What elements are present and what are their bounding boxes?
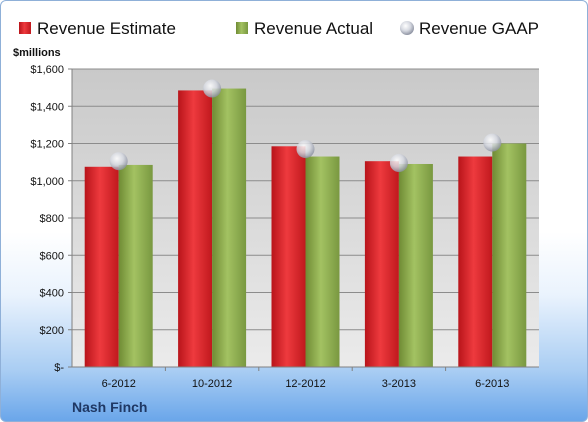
x-axis-ticks: 6-2012 10-2012 12-2012 3-2013 6-2013 bbox=[102, 367, 509, 390]
legend-swatch-gaap bbox=[400, 21, 414, 35]
legend-label-estimate: Revenue Estimate bbox=[37, 19, 176, 38]
bars bbox=[84, 88, 527, 368]
y-tick-label: $- bbox=[54, 362, 64, 374]
x-tick-label: 6-2013 bbox=[475, 378, 509, 390]
y-tick-label: $400 bbox=[40, 288, 64, 300]
company-name: Nash Finch bbox=[72, 399, 147, 415]
bar-revenue-actual bbox=[398, 163, 433, 367]
bar-revenue-estimate bbox=[364, 161, 399, 367]
y-axis-ticks: $- $200 $400 $600 $800 $1,000 $1,200 $1,400 $1,6… bbox=[30, 64, 72, 374]
x-tick-label: 3-2013 bbox=[382, 378, 416, 390]
y-axis-unit-label: $millions bbox=[13, 47, 61, 59]
bar-revenue-estimate bbox=[271, 146, 306, 367]
marker-revenue-gaap bbox=[296, 140, 315, 159]
x-tick-label: 6-2012 bbox=[102, 378, 136, 390]
bar-revenue-estimate bbox=[84, 166, 119, 367]
marker-revenue-gaap bbox=[389, 154, 408, 173]
legend-swatch-estimate bbox=[19, 22, 31, 34]
y-tick-label: $1,400 bbox=[30, 101, 64, 113]
legend-label-gaap: Revenue GAAP bbox=[419, 19, 539, 38]
bar-revenue-actual bbox=[118, 164, 153, 367]
marker-revenue-gaap bbox=[483, 133, 502, 152]
y-tick-label: $200 bbox=[40, 325, 64, 337]
legend-label-actual: Revenue Actual bbox=[254, 19, 373, 38]
gaap-markers bbox=[109, 79, 502, 173]
bar-revenue-actual bbox=[492, 143, 527, 367]
y-tick-label: $800 bbox=[40, 213, 64, 225]
y-tick-label: $1,000 bbox=[30, 176, 64, 188]
y-tick-label: $600 bbox=[40, 250, 64, 262]
legend-swatch-actual bbox=[236, 22, 248, 34]
marker-revenue-gaap bbox=[203, 79, 222, 98]
y-tick-label: $1,600 bbox=[30, 64, 64, 76]
marker-revenue-gaap bbox=[109, 152, 128, 171]
y-tick-label: $1,200 bbox=[30, 139, 64, 151]
legend: Revenue Estimate Revenue Actual Revenue … bbox=[19, 19, 539, 38]
x-tick-label: 10-2012 bbox=[192, 378, 232, 390]
x-tick-label: 12-2012 bbox=[285, 378, 325, 390]
bar-revenue-actual bbox=[212, 88, 247, 368]
bar-revenue-estimate bbox=[178, 90, 213, 367]
bar-revenue-estimate bbox=[458, 156, 493, 367]
bar-revenue-actual bbox=[305, 156, 340, 367]
